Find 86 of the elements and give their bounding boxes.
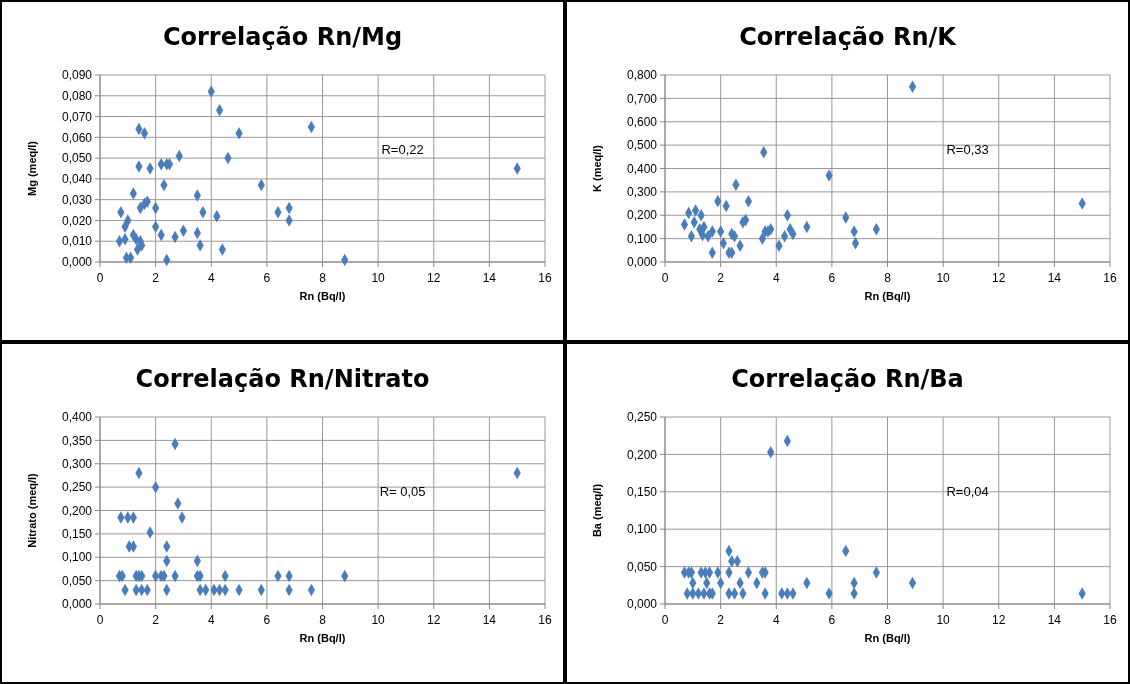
y-axis-title: Nitrato (meq/l) — [26, 472, 38, 548]
y-tick-label: 0,600 — [626, 114, 658, 129]
x-tick-label: 14 — [1047, 271, 1062, 285]
chart-title: Correlação Rn/K — [739, 23, 958, 51]
y-tick-label: 0,200 — [61, 503, 93, 518]
y-tick-label: 0,000 — [61, 255, 93, 270]
y-tick-label: 0,400 — [61, 410, 93, 425]
y-tick-label: 0,250 — [61, 480, 93, 495]
x-tick-label: 10 — [936, 613, 951, 627]
x-tick-label: 12 — [427, 271, 441, 285]
x-axis-title: Rn (Bq/l) — [299, 632, 346, 644]
y-tick-label: 0,100 — [61, 550, 93, 565]
x-tick-label: 0 — [96, 271, 104, 285]
y-tick-label: 0,200 — [626, 208, 658, 223]
x-axis-title: Rn (Bq/l) — [864, 290, 911, 302]
y-tick-label: 0,250 — [626, 410, 658, 425]
y-tick-label: 0,000 — [626, 255, 658, 270]
x-tick-label: 10 — [936, 271, 951, 285]
x-tick-label: 8 — [319, 613, 327, 627]
y-tick-label: 0,080 — [61, 88, 93, 103]
x-tick-label: 12 — [427, 613, 441, 627]
chart-title: Correlação Rn/Ba — [731, 365, 964, 393]
x-tick-label: 0 — [96, 613, 104, 627]
y-axis-title: Ba (meq/l) — [591, 483, 603, 538]
y-tick-label: 0,200 — [626, 447, 658, 462]
x-tick-label: 16 — [538, 613, 552, 627]
y-axis-title: Mg (meq/l) — [26, 140, 38, 196]
x-tick-label: 8 — [884, 613, 892, 627]
y-tick-label: 0,700 — [626, 91, 658, 106]
x-tick-label: 14 — [1047, 613, 1062, 627]
x-tick-label: 12 — [992, 271, 1006, 285]
x-tick-label: 8 — [319, 271, 327, 285]
y-tick-label: 0,060 — [61, 130, 93, 145]
x-tick-label: 8 — [884, 271, 892, 285]
y-tick-label: 0,000 — [61, 597, 93, 612]
y-tick-label: 0,500 — [626, 138, 658, 153]
x-tick-label: 4 — [772, 613, 780, 627]
chart-title: Correlação Rn/Nitrato — [135, 365, 430, 393]
y-tick-label: 0,400 — [626, 161, 658, 176]
chart-title: Correlação Rn/Mg — [162, 23, 403, 51]
y-tick-label: 0,800 — [626, 68, 658, 83]
x-axis-title: Rn (Bq/l) — [864, 632, 911, 644]
y-tick-label: 0,040 — [61, 172, 93, 187]
x-tick-label: 16 — [1103, 271, 1117, 285]
x-tick-label: 10 — [371, 613, 386, 627]
annotation: R= 0,05 — [379, 483, 426, 499]
annotation: R=0,04 — [946, 483, 989, 499]
y-tick-label: 0,300 — [61, 456, 93, 471]
x-tick-label: 16 — [1103, 613, 1117, 627]
x-tick-label: 2 — [717, 271, 725, 285]
y-tick-label: 0,070 — [61, 109, 93, 124]
x-tick-label: 0 — [661, 271, 669, 285]
x-tick-label: 12 — [992, 613, 1006, 627]
y-tick-label: 0,000 — [626, 597, 658, 612]
x-tick-label: 2 — [717, 613, 725, 627]
x-tick-label: 4 — [207, 613, 215, 627]
y-tick-label: 0,350 — [61, 433, 93, 448]
annotation: R=0,33 — [946, 141, 989, 157]
annotation: R=0,22 — [381, 141, 424, 157]
y-tick-label: 0,300 — [626, 185, 658, 200]
x-tick-label: 0 — [661, 613, 669, 627]
y-tick-label: 0,010 — [61, 234, 93, 249]
x-tick-label: 6 — [828, 271, 836, 285]
y-tick-label: 0,090 — [61, 68, 93, 83]
y-tick-label: 0,150 — [61, 527, 93, 542]
x-tick-label: 4 — [207, 271, 215, 285]
x-tick-label: 14 — [482, 271, 497, 285]
x-tick-label: 16 — [538, 271, 552, 285]
y-tick-label: 0,050 — [61, 573, 93, 588]
x-tick-label: 2 — [152, 271, 160, 285]
x-tick-label: 6 — [828, 613, 836, 627]
x-tick-label: 4 — [772, 271, 780, 285]
x-tick-label: 6 — [263, 271, 271, 285]
y-tick-label: 0,100 — [626, 522, 658, 537]
y-tick-label: 0,020 — [61, 213, 93, 228]
x-tick-label: 2 — [152, 613, 160, 627]
y-tick-label: 0,050 — [61, 151, 93, 166]
y-tick-label: 0,100 — [626, 231, 658, 246]
y-tick-label: 0,150 — [626, 485, 658, 499]
y-tick-label: 0,030 — [61, 192, 93, 207]
x-tick-label: 14 — [482, 613, 497, 627]
x-axis-title: Rn (Bq/l) — [299, 290, 346, 302]
y-tick-label: 0,050 — [626, 559, 658, 574]
x-tick-label: 10 — [371, 271, 386, 285]
x-tick-label: 6 — [263, 613, 271, 627]
y-axis-title: K (meq/l) — [591, 144, 603, 193]
